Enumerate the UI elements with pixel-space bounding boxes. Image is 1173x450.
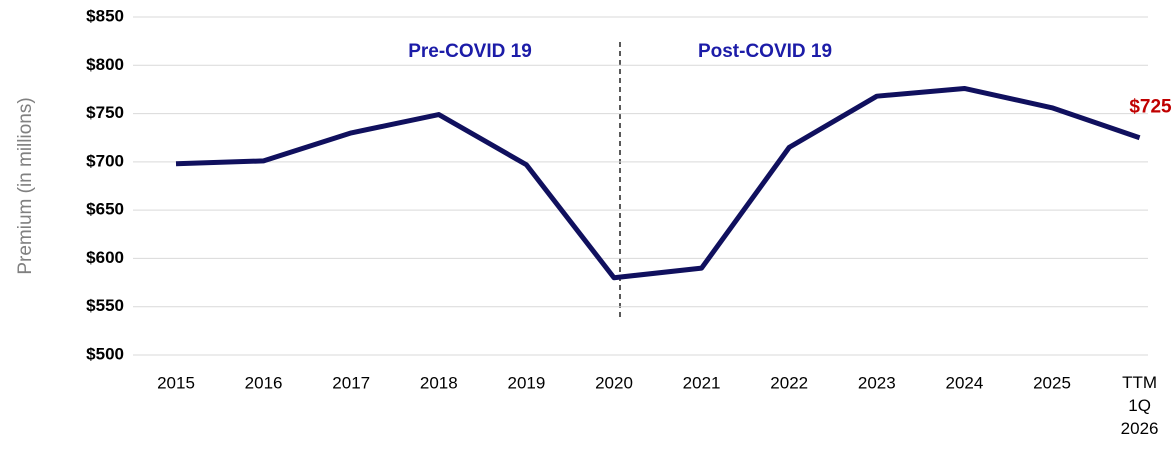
y-tick-label: $500	[86, 344, 124, 363]
x-tick-label: 2022	[770, 373, 808, 392]
x-tick-label: 2015	[157, 373, 195, 392]
x-tick-label: 2024	[945, 373, 983, 392]
x-tick-label: TTM 1Q 2026	[1121, 373, 1159, 438]
annotation: Pre-COVID 19	[408, 41, 532, 62]
x-tick-label: 2020	[595, 373, 633, 392]
x-tick-label: 2017	[332, 373, 370, 392]
line	[175, 85, 1141, 281]
x-tick-label: 2016	[245, 373, 283, 392]
x-tick-label: 2018	[420, 373, 458, 392]
y-tick-label: $600	[86, 248, 124, 267]
x-tick-label: 2019	[507, 373, 545, 392]
y-tick-label: $750	[86, 103, 124, 122]
x-tick-label: 2023	[858, 373, 896, 392]
data-label: $725	[1129, 97, 1172, 118]
y-axis-label: Premium (in millions)	[15, 97, 36, 274]
y-tick-label: $850	[86, 6, 124, 25]
x-tick-label: 2021	[683, 373, 721, 392]
y-tick-label: $800	[86, 55, 124, 74]
y-tick-label: $550	[86, 296, 124, 315]
x-tick-label: 2025	[1033, 373, 1071, 392]
annotation: Post-COVID 19	[698, 41, 832, 62]
y-tick-label: $700	[86, 151, 124, 170]
y-tick-label: $650	[86, 200, 124, 219]
